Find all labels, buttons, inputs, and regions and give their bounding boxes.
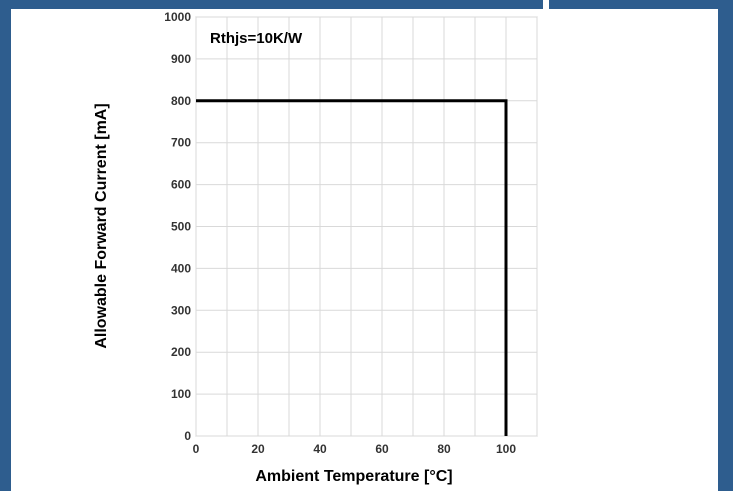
right-border — [718, 0, 733, 491]
y-tick-label: 700 — [171, 136, 191, 150]
y-tick-label: 0 — [184, 429, 191, 443]
x-tick-label: 40 — [313, 442, 327, 456]
y-tick-label: 600 — [171, 178, 191, 192]
x-tick-label: 100 — [496, 442, 516, 456]
y-tick-label: 100 — [171, 387, 191, 401]
derating-curve — [196, 99, 508, 436]
x-tick-label: 80 — [437, 442, 451, 456]
series-group — [196, 99, 508, 436]
top-border — [0, 0, 543, 9]
y-tick-label: 300 — [171, 303, 191, 317]
y-tick-labels: 0 100 200 300 400 500 600 700 800 900 1000 — [164, 10, 191, 443]
y-tick-label: 200 — [171, 345, 191, 359]
x-tick-label: 20 — [251, 442, 265, 456]
x-tick-label: 0 — [193, 442, 200, 456]
y-tick-label: 1000 — [164, 10, 191, 24]
y-tick-label: 900 — [171, 52, 191, 66]
y-tick-label: 400 — [171, 261, 191, 275]
top-border-right — [549, 0, 733, 9]
y-tick-label: 500 — [171, 220, 191, 234]
x-tick-labels: 0 20 40 60 80 100 — [193, 442, 517, 456]
x-axis-title: Ambient Temperature [°C] — [255, 468, 452, 485]
left-border — [0, 0, 11, 491]
y-axis-title: Allowable Forward Current [mA] — [93, 103, 110, 348]
x-tick-label: 60 — [375, 442, 389, 456]
chart-annotation: Rthjs=10K/W — [210, 30, 303, 47]
y-tick-label: 800 — [171, 94, 191, 108]
